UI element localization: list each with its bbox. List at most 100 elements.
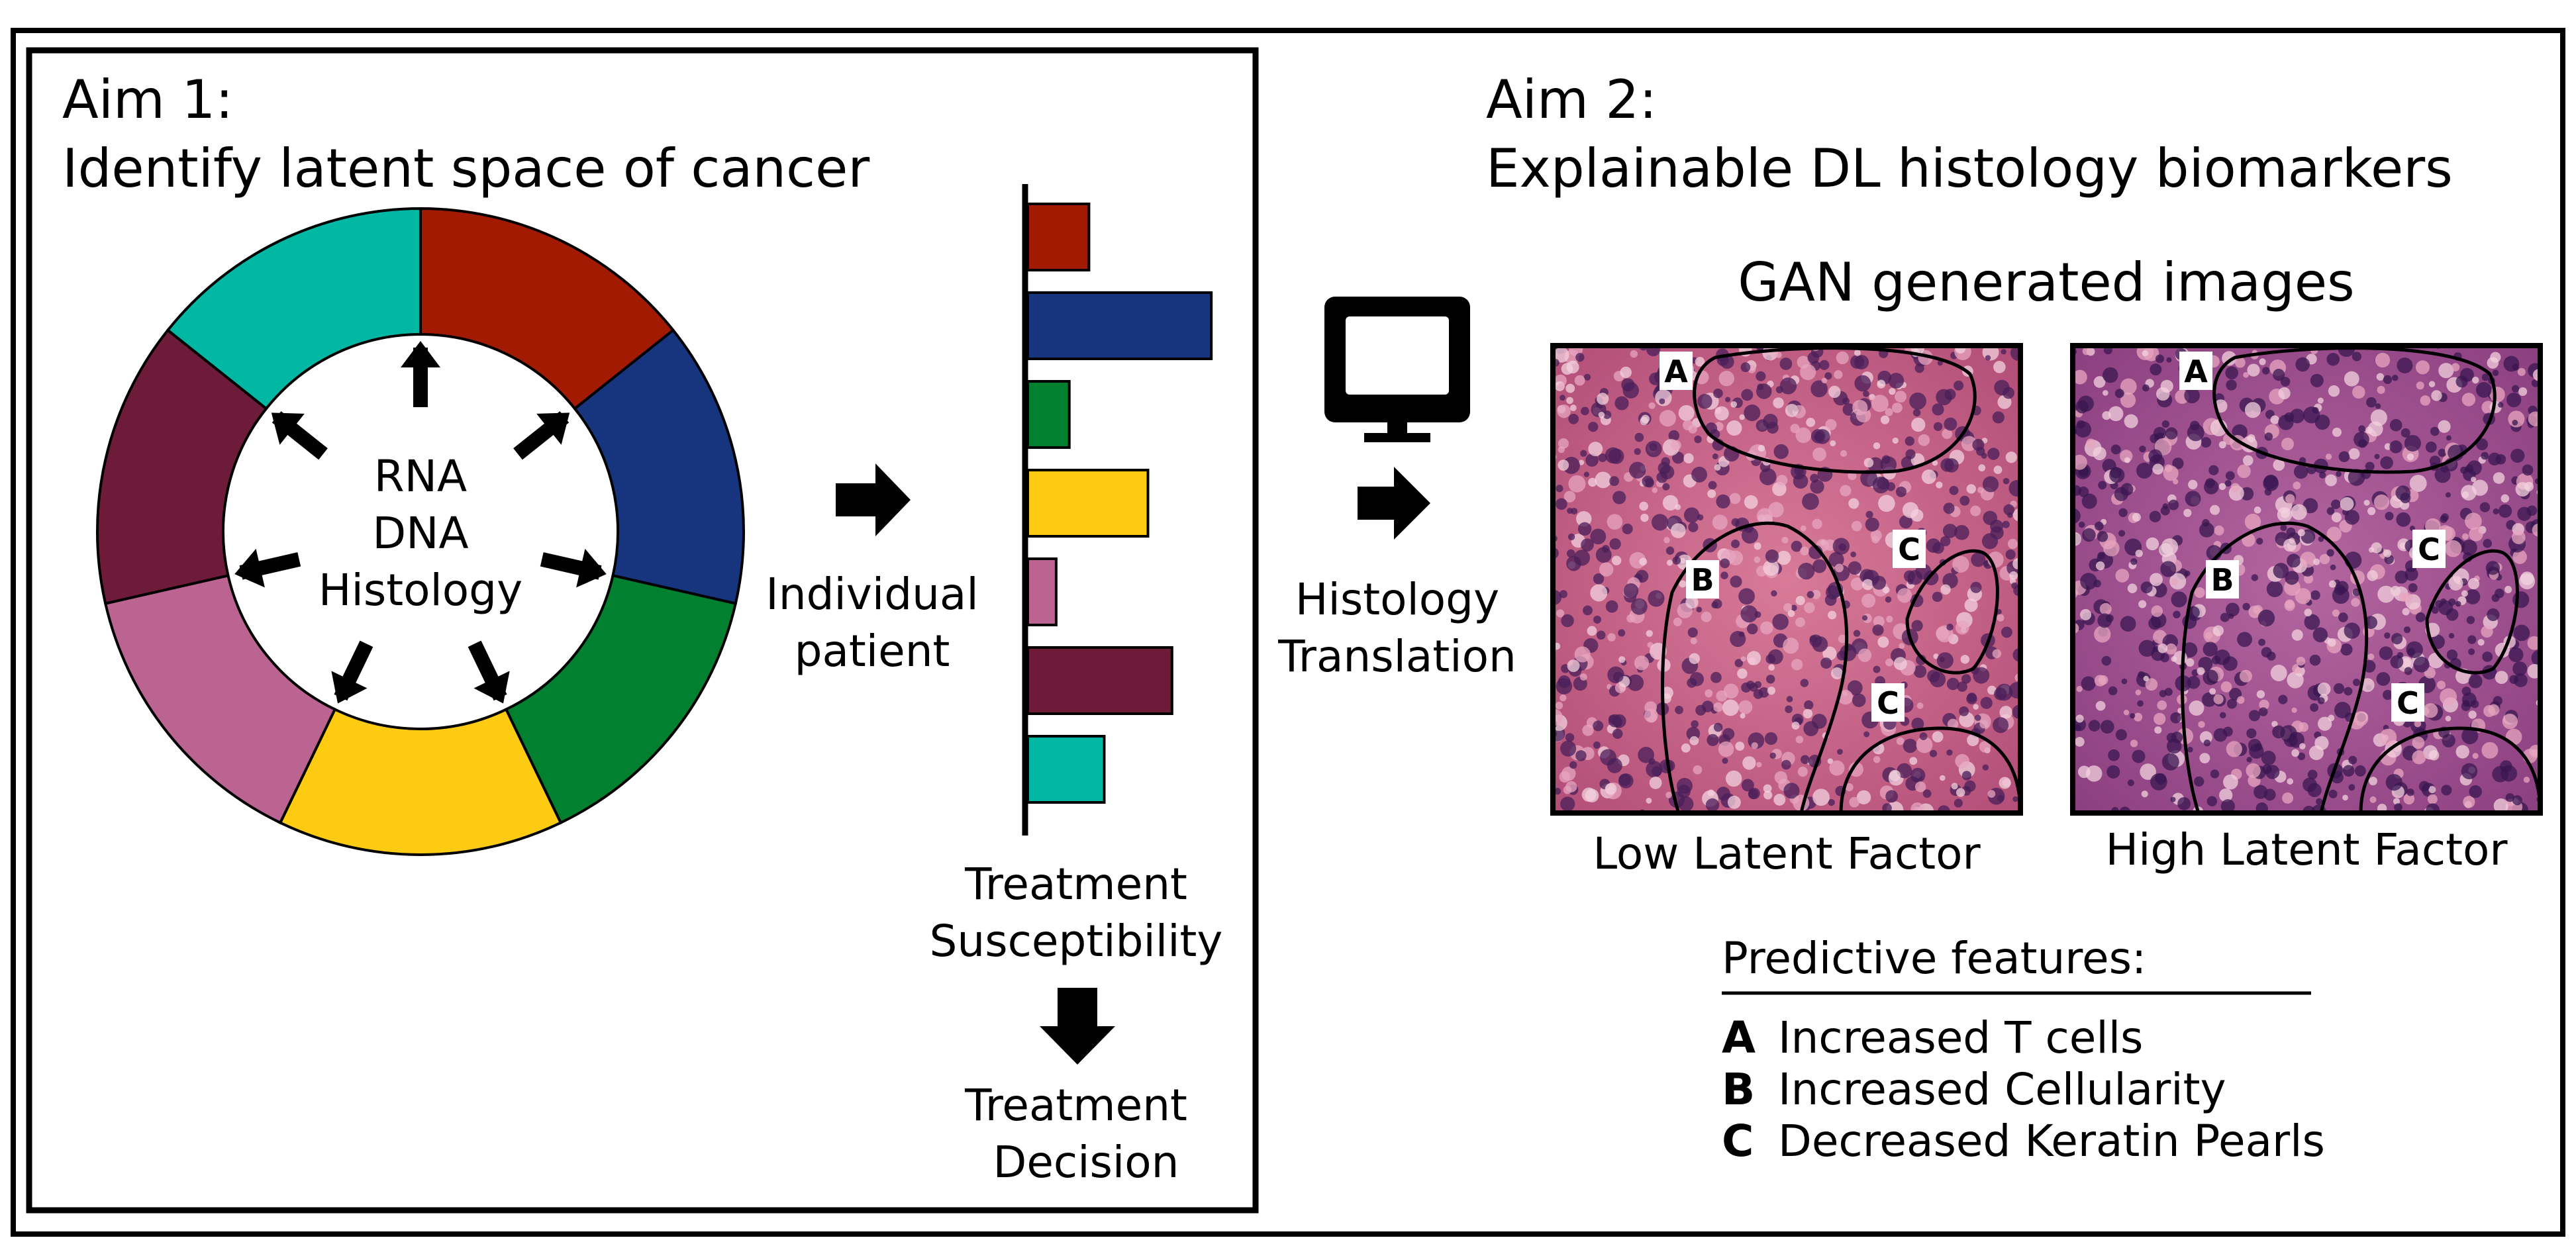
cell-nucleus bbox=[1785, 705, 1793, 714]
decision-label-2: Decision bbox=[993, 1137, 1179, 1188]
cell-nucleus bbox=[1997, 614, 2005, 622]
cell-nucleus bbox=[1909, 392, 1926, 410]
cell-nucleus bbox=[2132, 749, 2146, 763]
cell-nucleus bbox=[2135, 689, 2142, 696]
cell-nucleus bbox=[1911, 417, 1926, 432]
cell-nucleus bbox=[1764, 732, 1778, 745]
cell-nucleus bbox=[1851, 520, 1862, 532]
cell-nucleus bbox=[2482, 651, 2493, 662]
marker-b-high-bg bbox=[2206, 560, 2239, 599]
cell-nucleus bbox=[1567, 533, 1575, 541]
cell-nucleus bbox=[1940, 536, 1951, 547]
cell-nucleus bbox=[1932, 591, 1943, 602]
individual-patient-label-1: Individual bbox=[766, 569, 978, 620]
cell-nucleus bbox=[1722, 757, 1728, 764]
cell-nucleus bbox=[1583, 471, 1589, 477]
cell-nucleus bbox=[2075, 714, 2084, 723]
cell-nucleus bbox=[1828, 551, 1844, 567]
cell-nucleus bbox=[2366, 397, 2377, 408]
cell-nucleus bbox=[1858, 648, 1872, 662]
cell-nucleus bbox=[1820, 657, 1832, 669]
cell-nucleus bbox=[2097, 531, 2108, 542]
cell-nucleus bbox=[2483, 704, 2496, 718]
cell-nucleus bbox=[1658, 461, 1671, 475]
cell-nucleus bbox=[1677, 785, 1691, 798]
marker-a-high-bg bbox=[2179, 352, 2212, 390]
marker-a-high: A bbox=[2184, 354, 2208, 389]
cell-nucleus bbox=[1561, 363, 1573, 375]
cell-nucleus bbox=[1999, 706, 2012, 719]
cell-nucleus bbox=[1942, 524, 1957, 538]
cell-nucleus bbox=[2522, 464, 2534, 476]
cell-nucleus bbox=[2331, 512, 2342, 522]
cell-nucleus bbox=[1893, 657, 1907, 671]
image-high-border bbox=[2070, 343, 2543, 816]
cell-nucleus bbox=[2425, 441, 2437, 453]
cell-nucleus bbox=[2123, 709, 2130, 716]
cell-nucleus bbox=[2327, 638, 2336, 647]
cell-nucleus bbox=[2338, 612, 2348, 622]
cell-nucleus bbox=[2469, 785, 2482, 798]
cell-nucleus bbox=[1940, 775, 1946, 781]
cell-nucleus bbox=[1957, 681, 1967, 692]
cell-nucleus bbox=[1912, 408, 1921, 417]
cell-nucleus bbox=[1811, 714, 1827, 729]
cell-nucleus bbox=[1742, 756, 1756, 770]
cell-nucleus bbox=[2103, 390, 2108, 396]
cell-nucleus bbox=[2159, 543, 2173, 557]
cell-nucleus bbox=[2095, 561, 2105, 571]
cell-nucleus bbox=[1883, 586, 1890, 594]
cell-nucleus bbox=[2476, 382, 2492, 398]
cell-nucleus bbox=[2219, 712, 2226, 719]
cell-nucleus bbox=[2114, 389, 2124, 399]
cell-nucleus bbox=[2291, 504, 2307, 520]
cell-nucleus bbox=[2239, 669, 2252, 683]
cell-nucleus bbox=[2242, 455, 2254, 466]
cell-nucleus bbox=[1687, 627, 1698, 638]
cell-nucleus bbox=[2220, 799, 2235, 813]
cell-nucleus bbox=[2412, 736, 2425, 749]
cell-nucleus bbox=[1982, 764, 1989, 771]
cell-nucleus bbox=[1689, 736, 1699, 745]
cell-nucleus bbox=[2512, 661, 2528, 677]
cell-nucleus bbox=[2465, 512, 2482, 530]
cell-nucleus bbox=[2393, 798, 2401, 805]
cell-nucleus bbox=[2218, 441, 2226, 449]
cell-nucleus bbox=[1795, 617, 1805, 628]
cell-nucleus bbox=[1877, 636, 1889, 648]
ring-arrow-head bbox=[271, 412, 305, 445]
cell-nucleus bbox=[2353, 711, 2369, 726]
cell-nucleus bbox=[1932, 731, 1944, 743]
cell-nucleus bbox=[1593, 741, 1601, 749]
cell-nucleus bbox=[1909, 757, 1918, 765]
cell-nucleus bbox=[1847, 680, 1863, 696]
cell-nucleus bbox=[2476, 438, 2489, 451]
cell-nucleus bbox=[2467, 460, 2482, 475]
cell-nucleus bbox=[2397, 357, 2413, 373]
cell-nucleus bbox=[1740, 656, 1746, 662]
cell-nucleus bbox=[1889, 387, 1896, 395]
cell-nucleus bbox=[1599, 562, 1614, 577]
cell-nucleus bbox=[2512, 363, 2519, 371]
cell-nucleus bbox=[2161, 420, 2169, 428]
cell-nucleus bbox=[2295, 357, 2310, 372]
cell-nucleus bbox=[1830, 440, 1836, 447]
cell-nucleus bbox=[1959, 495, 1970, 506]
cell-nucleus bbox=[1646, 797, 1652, 804]
susceptibility-bar bbox=[1026, 203, 1091, 271]
cell-nucleus bbox=[2395, 570, 2408, 584]
cell-nucleus bbox=[1707, 734, 1719, 746]
feature-key-c: C bbox=[1722, 1116, 1754, 1167]
cell-nucleus bbox=[2430, 426, 2440, 436]
cell-nucleus bbox=[1865, 517, 1879, 532]
feature-text-a: Increased T cells bbox=[1778, 1012, 2143, 1063]
cell-nucleus bbox=[1561, 766, 1576, 781]
cell-nucleus bbox=[1672, 556, 1681, 565]
cell-nucleus bbox=[2085, 765, 2103, 782]
cell-nucleus bbox=[2187, 746, 2193, 753]
cell-nucleus bbox=[1914, 363, 1924, 373]
cell-nucleus bbox=[2220, 681, 2232, 693]
cell-nucleus bbox=[2168, 499, 2179, 510]
cell-nucleus bbox=[1970, 505, 1981, 516]
cell-nucleus bbox=[2487, 608, 2500, 622]
